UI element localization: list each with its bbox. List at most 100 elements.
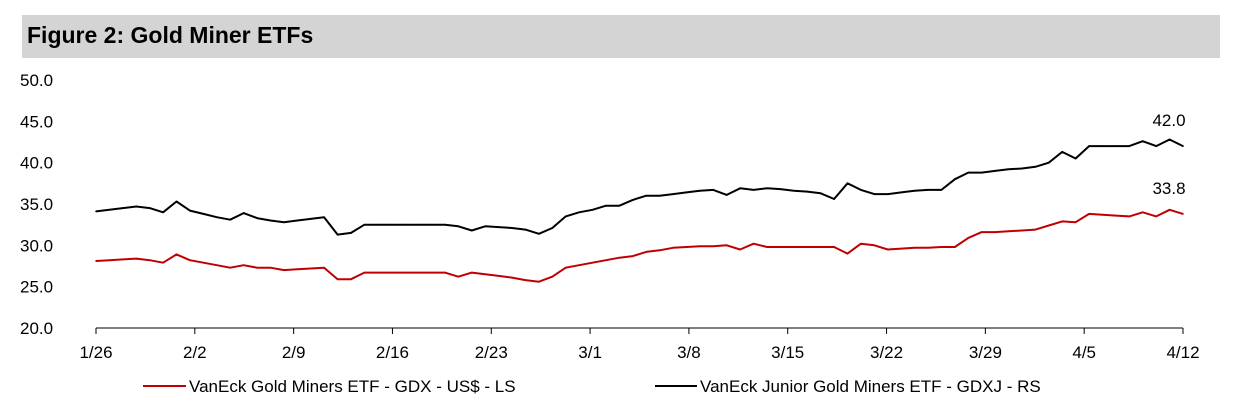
data-point (430, 271, 433, 274)
data-point (148, 259, 151, 262)
data-point (927, 247, 929, 249)
data-point (913, 247, 916, 249)
data-point (202, 261, 205, 264)
data-point (1115, 214, 1117, 217)
data-point (685, 191, 688, 194)
data-point (806, 190, 808, 193)
data-point (725, 244, 728, 247)
data-point (403, 271, 406, 274)
end-value-label: 42.0 (1152, 111, 1185, 130)
data-point (645, 251, 647, 253)
data-point (296, 219, 299, 222)
series-gdx: 33.8 (95, 179, 1186, 283)
data-point (1128, 145, 1131, 147)
data-point (1141, 211, 1144, 214)
legend: VanEck Gold Miners ETF - GDX - US$ - LS V… (143, 377, 1041, 396)
data-point (779, 246, 782, 248)
data-point (766, 187, 768, 190)
data-point (1007, 168, 1010, 171)
data-point (162, 261, 164, 264)
x-tick-label: 2/9 (282, 343, 306, 362)
data-point (538, 280, 540, 283)
data-point (712, 245, 715, 247)
data-point (913, 190, 916, 192)
data-point (994, 231, 996, 233)
data-point (323, 216, 325, 218)
legend-label: VanEck Gold Miners ETF - GDX - US$ - LS (189, 377, 516, 396)
data-point (846, 182, 849, 185)
data-point (511, 227, 513, 229)
data-point (1061, 220, 1063, 223)
data-point (1155, 215, 1157, 218)
data-point (269, 219, 272, 222)
x-tick-label: 3/29 (969, 343, 1002, 362)
data-point (900, 191, 902, 194)
data-point (122, 258, 124, 261)
end-value-label: 33.8 (1152, 179, 1185, 198)
data-point (256, 217, 258, 219)
figure-header: Figure 2: Gold Miner ETFs (22, 15, 1220, 58)
data-point (954, 178, 956, 180)
data-point (390, 223, 393, 226)
data-point (564, 215, 567, 218)
data-point (377, 223, 379, 226)
data-point (578, 264, 580, 267)
data-point (1088, 213, 1090, 215)
data-point (1007, 230, 1010, 233)
data-point (497, 275, 500, 277)
data-point (900, 247, 902, 250)
data-point (202, 213, 205, 215)
data-point (135, 205, 138, 208)
data-point (551, 227, 554, 229)
data-point (336, 233, 339, 236)
data-point (1168, 209, 1171, 211)
data-point (1021, 229, 1023, 232)
data-point (980, 171, 983, 174)
data-point (283, 221, 285, 223)
data-point (752, 242, 755, 245)
data-point (1088, 145, 1090, 147)
data-point (135, 257, 138, 260)
data-point (672, 247, 674, 249)
x-tick-label: 3/8 (677, 343, 701, 362)
data-point (1128, 215, 1131, 218)
data-point (739, 248, 741, 251)
data-point (95, 210, 97, 213)
data-point (524, 228, 527, 231)
data-point (725, 194, 728, 196)
data-point (269, 266, 272, 269)
x-tick-label: 2/2 (183, 343, 207, 362)
data-point (672, 193, 674, 195)
data-point (605, 259, 607, 262)
data-point (712, 189, 715, 191)
data-point (1048, 224, 1050, 227)
data-point (699, 190, 701, 192)
data-point (1048, 161, 1050, 164)
data-point (497, 226, 500, 228)
data-point (806, 246, 808, 248)
data-point (1168, 138, 1171, 141)
data-point (940, 189, 943, 191)
data-point (189, 209, 191, 212)
y-tick-label: 50.0 (20, 71, 53, 90)
data-point (739, 187, 741, 190)
data-point (860, 189, 862, 191)
data-point (632, 255, 634, 257)
data-point (967, 171, 970, 174)
series-line (95, 208, 1184, 283)
y-tick-label: 35.0 (20, 195, 53, 214)
data-point (819, 246, 822, 248)
data-point (403, 223, 406, 226)
data-point (1061, 151, 1063, 153)
y-tick-label: 40.0 (20, 154, 53, 173)
data-point (1021, 167, 1023, 170)
data-point (350, 278, 352, 281)
data-point (833, 246, 835, 248)
data-point (551, 275, 554, 278)
legend-item: VanEck Gold Miners ETF - GDX - US$ - LS (143, 377, 516, 396)
x-tick-label: 4/12 (1166, 343, 1199, 362)
data-point (323, 266, 325, 269)
data-point (216, 264, 218, 267)
data-point (108, 259, 111, 262)
